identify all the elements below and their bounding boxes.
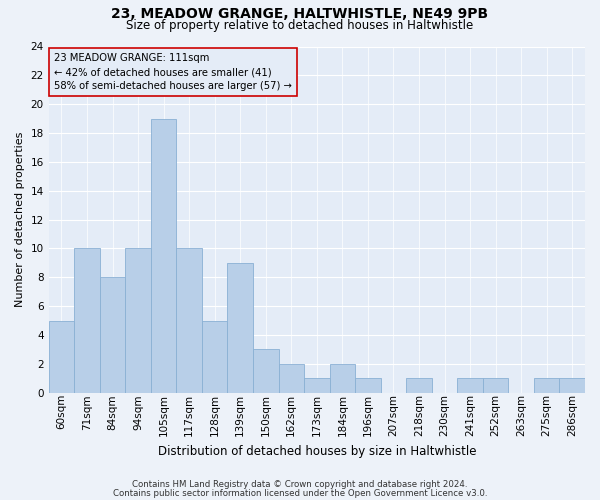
Bar (253, 350, 278, 393)
Bar (100, 278, 125, 392)
Text: 23 MEADOW GRANGE: 111sqm
← 42% of detached houses are smaller (41)
58% of semi-d: 23 MEADOW GRANGE: 111sqm ← 42% of detach… (54, 54, 292, 92)
Y-axis label: Number of detached properties: Number of detached properties (15, 132, 25, 308)
Text: 23, MEADOW GRANGE, HALTWHISTLE, NE49 9PB: 23, MEADOW GRANGE, HALTWHISTLE, NE49 9PB (112, 8, 488, 22)
Bar (329, 364, 355, 392)
Text: Contains HM Land Registry data © Crown copyright and database right 2024.: Contains HM Land Registry data © Crown c… (132, 480, 468, 489)
Bar (406, 378, 432, 392)
Text: Size of property relative to detached houses in Haltwhistle: Size of property relative to detached ho… (127, 18, 473, 32)
Bar (202, 320, 227, 392)
Text: Contains public sector information licensed under the Open Government Licence v3: Contains public sector information licen… (113, 489, 487, 498)
Bar (534, 378, 559, 392)
Bar (125, 248, 151, 392)
Bar (49, 320, 74, 392)
X-axis label: Distribution of detached houses by size in Haltwhistle: Distribution of detached houses by size … (158, 444, 476, 458)
Bar (278, 364, 304, 392)
Bar (559, 378, 585, 392)
Bar (457, 378, 483, 392)
Bar (74, 248, 100, 392)
Bar (176, 248, 202, 392)
Bar (151, 118, 176, 392)
Bar (483, 378, 508, 392)
Bar (355, 378, 380, 392)
Bar (304, 378, 329, 392)
Bar (227, 263, 253, 392)
